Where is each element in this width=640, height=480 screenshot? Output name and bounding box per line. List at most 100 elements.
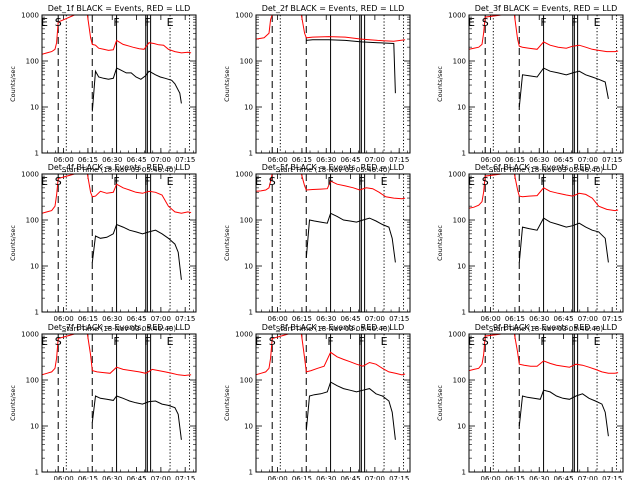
y-tick-label: 1 (462, 469, 466, 477)
event-lines (57, 334, 191, 472)
plot-frame (41, 14, 197, 154)
panel-title: Det_3f BLACK = Events, RED = LLD (475, 4, 618, 13)
x-tick-label: 06:15 (292, 475, 312, 480)
x-tick-label: 07:15 (602, 475, 622, 480)
region-marker-e: E (167, 175, 174, 188)
y-axis-label: Counts/sec (223, 385, 231, 421)
x-tick-label: 06:30 (316, 475, 336, 480)
x-tick-label: 07:00 (578, 315, 598, 323)
x-axis-label: Start Time (18-Nov-03 05:46:40) (276, 166, 390, 174)
y-tick-label: 1000 (448, 12, 466, 20)
event-lines (484, 174, 618, 312)
y-tick-label: 10 (457, 263, 466, 271)
region-marker-s: S (482, 175, 489, 188)
event-lines (271, 15, 405, 153)
panel-5: Det_5f BLACK = Events, RED = LLD Counts/s… (223, 163, 411, 333)
y-tick-label: 1 (35, 309, 39, 317)
series-group (469, 15, 619, 108)
region-marker-f: F (327, 335, 333, 348)
region-marker-e: E (594, 335, 601, 348)
y-tick-label: 1000 (21, 171, 39, 179)
region-marker-s: S (55, 335, 62, 348)
y-tick-label: 10 (30, 104, 39, 112)
x-tick-label: 07:00 (151, 315, 171, 323)
x-tick-label: 06:45 (126, 156, 146, 164)
series-events-line (306, 39, 396, 94)
series-events-line (518, 217, 609, 263)
x-tick-label: 06:00 (268, 475, 288, 480)
y-tick-label: 1 (249, 469, 253, 477)
y-tick-label: 100 (453, 58, 466, 66)
x-tick-label: 06:15 (505, 475, 525, 480)
y-tick-label: 1 (249, 150, 253, 158)
region-marker-e: E (167, 335, 174, 348)
series-lld-line (256, 174, 406, 200)
x-tick-label: 07:00 (365, 475, 385, 480)
y-axis-label: Counts/sec (436, 225, 444, 261)
x-tick-label: 07:15 (389, 475, 409, 480)
plot-frame (255, 333, 411, 473)
x-tick-label: 06:15 (292, 315, 312, 323)
x-tick-label: 06:00 (481, 156, 501, 164)
series-lld-line (256, 334, 406, 376)
region-marker-s: S (482, 16, 489, 29)
panel-4: Det_4f BLACK = Events, RED = LLD Counts/s… (9, 163, 197, 333)
y-tick-label: 10 (244, 423, 253, 431)
x-tick-label: 07:15 (602, 315, 622, 323)
x-axis-label: Start Time (18-Nov-03 05:46:40) (276, 325, 390, 333)
series-events-line (91, 395, 182, 440)
panel-6: Det_6f BLACK = Events, RED = LLD Counts/s… (436, 163, 624, 333)
series-group (469, 174, 619, 263)
region-marker-s: S (55, 16, 62, 29)
y-tick-label: 10 (30, 423, 39, 431)
y-tick-label: 100 (453, 377, 466, 385)
plot-frame (255, 173, 411, 313)
x-tick-label: 06:45 (553, 475, 573, 480)
panel-title: Det_8f BLACK = Events, RED = LLD (262, 323, 405, 332)
x-tick-label: 06:45 (340, 315, 360, 323)
x-tick-label: 07:15 (175, 475, 195, 480)
x-tick-label: 06:00 (268, 156, 288, 164)
x-tick-label: 07:15 (175, 315, 195, 323)
region-marker-f: F (358, 175, 364, 188)
event-lines (271, 334, 405, 472)
y-axis-label: Counts/sec (436, 385, 444, 421)
panel-title: Det_4f BLACK = Events, RED = LLD (48, 163, 191, 172)
x-tick-label: 06:45 (126, 475, 146, 480)
event-lines (271, 174, 405, 312)
region-marker-e: E (381, 335, 388, 348)
y-tick-label: 100 (240, 377, 253, 385)
y-axis-label: Counts/sec (223, 66, 231, 102)
series-events-line (518, 67, 609, 108)
plot-frame (255, 14, 411, 154)
series-lld-line (42, 174, 192, 214)
y-tick-label: 1 (462, 309, 466, 317)
x-tick-label: 07:00 (365, 315, 385, 323)
x-tick-label: 07:15 (175, 156, 195, 164)
y-tick-label: 1 (35, 150, 39, 158)
region-marker-e: E (255, 335, 262, 348)
panel-3: Det_3f BLACK = Events, RED = LLD Counts/s… (436, 4, 624, 174)
region-marker-s: S (55, 175, 62, 188)
panel-9: Det_9f BLACK = Events, RED = LLD Counts/s… (436, 323, 624, 480)
plot-frame (41, 333, 197, 473)
x-tick-label: 06:30 (529, 475, 549, 480)
y-tick-label: 1 (249, 309, 253, 317)
y-tick-label: 100 (240, 58, 253, 66)
y-tick-label: 1 (462, 150, 466, 158)
x-tick-label: 06:15 (78, 315, 98, 323)
y-tick-label: 1000 (448, 331, 466, 339)
y-tick-label: 1 (35, 469, 39, 477)
x-tick-label: 07:15 (389, 315, 409, 323)
panel-8: Det_8f BLACK = Events, RED = LLD Counts/s… (223, 323, 411, 480)
series-events-line (305, 381, 396, 440)
series-group (42, 334, 192, 440)
region-marker-f: F (113, 335, 119, 348)
region-marker-f: F (571, 16, 577, 29)
panel-7: Det_7f BLACK = Events, RED = LLD Counts/s… (9, 323, 197, 480)
region-marker-e: E (468, 335, 475, 348)
series-group (256, 334, 406, 440)
region-marker-e: E (468, 16, 475, 29)
series-lld-line (469, 15, 619, 53)
